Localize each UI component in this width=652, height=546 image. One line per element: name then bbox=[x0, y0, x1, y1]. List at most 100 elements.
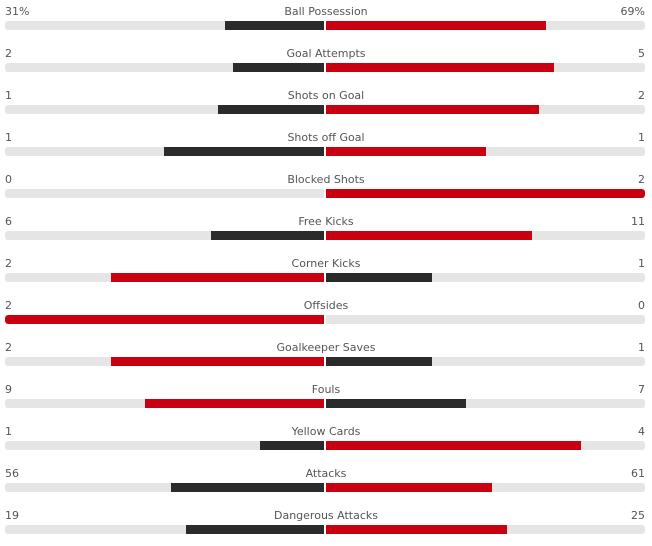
comparison-bar bbox=[5, 483, 645, 492]
home-value: 31% bbox=[5, 5, 30, 18]
home-value: 2 bbox=[5, 299, 12, 312]
stat-row-shots-off-goal: 1 Shots off Goal 1 bbox=[0, 126, 652, 168]
stat-name: Ball Possession bbox=[284, 5, 368, 18]
home-bar bbox=[233, 63, 324, 72]
stat-name: Yellow Cards bbox=[291, 425, 361, 438]
home-bar bbox=[218, 105, 324, 114]
bar-divider bbox=[324, 63, 326, 72]
home-value: 9 bbox=[5, 383, 12, 396]
home-bar bbox=[186, 525, 324, 534]
away-bar bbox=[326, 273, 432, 282]
away-bar bbox=[326, 357, 432, 366]
comparison-bar bbox=[5, 315, 645, 324]
away-value: 1 bbox=[638, 341, 645, 354]
away-bar bbox=[326, 63, 554, 72]
home-value: 56 bbox=[5, 467, 19, 480]
bar-divider bbox=[324, 441, 326, 450]
bar-divider bbox=[324, 357, 326, 366]
bar-divider bbox=[324, 273, 326, 282]
bar-divider bbox=[324, 399, 326, 408]
comparison-bar bbox=[5, 525, 645, 534]
away-bar bbox=[326, 231, 532, 240]
stat-name: Fouls bbox=[311, 383, 341, 396]
bar-divider bbox=[324, 147, 326, 156]
away-value: 2 bbox=[638, 173, 645, 186]
away-bar bbox=[326, 441, 581, 450]
stat-row-dangerous-attacks: 19 Dangerous Attacks 25 bbox=[0, 504, 652, 546]
stat-name: Attacks bbox=[305, 467, 347, 480]
stat-row-attacks: 56 Attacks 61 bbox=[0, 462, 652, 504]
comparison-bar bbox=[5, 399, 645, 408]
stat-row-corner-kicks: 2 Corner Kicks 1 bbox=[0, 252, 652, 294]
stat-name: Shots off Goal bbox=[287, 131, 365, 144]
comparison-bar bbox=[5, 441, 645, 450]
home-bar bbox=[211, 231, 324, 240]
home-value: 2 bbox=[5, 341, 12, 354]
away-bar bbox=[326, 189, 645, 198]
stat-name: Goal Attempts bbox=[286, 47, 366, 60]
away-value: 61 bbox=[631, 467, 645, 480]
home-value: 1 bbox=[5, 131, 12, 144]
home-bar bbox=[145, 399, 324, 408]
bar-divider bbox=[324, 189, 326, 198]
away-value: 69% bbox=[620, 5, 645, 18]
away-value: 4 bbox=[638, 425, 645, 438]
home-bar bbox=[164, 147, 324, 156]
stat-row-blocked-shots: 0 Blocked Shots 2 bbox=[0, 168, 652, 210]
home-value: 2 bbox=[5, 47, 12, 60]
away-value: 5 bbox=[638, 47, 645, 60]
comparison-bar bbox=[5, 147, 645, 156]
stat-name: Shots on Goal bbox=[287, 89, 365, 102]
comparison-bar bbox=[5, 357, 645, 366]
stat-row-goalkeeper-saves: 2 Goalkeeper Saves 1 bbox=[0, 336, 652, 378]
home-value: 1 bbox=[5, 425, 12, 438]
stat-row-yellow-cards: 1 Yellow Cards 4 bbox=[0, 420, 652, 462]
comparison-bar bbox=[5, 273, 645, 282]
stat-row-fouls: 9 Fouls 7 bbox=[0, 378, 652, 420]
home-bar bbox=[111, 273, 324, 282]
stat-name: Goalkeeper Saves bbox=[276, 341, 376, 354]
stat-name: Blocked Shots bbox=[287, 173, 365, 186]
away-value: 2 bbox=[638, 89, 645, 102]
stat-name: Free Kicks bbox=[298, 215, 354, 228]
away-value: 1 bbox=[638, 257, 645, 270]
bar-divider bbox=[324, 525, 326, 534]
away-bar bbox=[326, 483, 492, 492]
comparison-bar bbox=[5, 63, 645, 72]
away-value: 0 bbox=[638, 299, 645, 312]
away-bar bbox=[326, 147, 486, 156]
home-value: 19 bbox=[5, 509, 19, 522]
away-value: 25 bbox=[631, 509, 645, 522]
away-bar bbox=[326, 105, 539, 114]
stat-row-offsides: 2 Offsides 0 bbox=[0, 294, 652, 336]
bar-divider bbox=[324, 315, 326, 324]
bar-divider bbox=[324, 231, 326, 240]
comparison-bar bbox=[5, 105, 645, 114]
stat-name: Offsides bbox=[303, 299, 349, 312]
away-bar bbox=[326, 21, 546, 30]
stat-row-ball-possession: 31% Ball Possession 69% bbox=[0, 0, 652, 42]
home-bar bbox=[5, 315, 324, 324]
home-value: 1 bbox=[5, 89, 12, 102]
stat-name: Corner Kicks bbox=[291, 257, 361, 270]
away-bar bbox=[326, 399, 466, 408]
bar-divider bbox=[324, 483, 326, 492]
away-value: 11 bbox=[631, 215, 645, 228]
home-value: 6 bbox=[5, 215, 12, 228]
home-value: 0 bbox=[5, 173, 12, 186]
bar-divider bbox=[324, 105, 326, 114]
home-bar bbox=[111, 357, 324, 366]
bar-divider bbox=[324, 21, 326, 30]
home-bar bbox=[260, 441, 324, 450]
stat-row-shots-on-goal: 1 Shots on Goal 2 bbox=[0, 84, 652, 126]
stat-name: Dangerous Attacks bbox=[274, 509, 378, 522]
home-value: 2 bbox=[5, 257, 12, 270]
stat-row-goal-attempts: 2 Goal Attempts 5 bbox=[0, 42, 652, 84]
comparison-bar bbox=[5, 21, 645, 30]
away-value: 1 bbox=[638, 131, 645, 144]
stat-row-free-kicks: 6 Free Kicks 11 bbox=[0, 210, 652, 252]
away-bar bbox=[326, 525, 507, 534]
comparison-bar bbox=[5, 189, 645, 198]
home-bar bbox=[225, 21, 324, 30]
